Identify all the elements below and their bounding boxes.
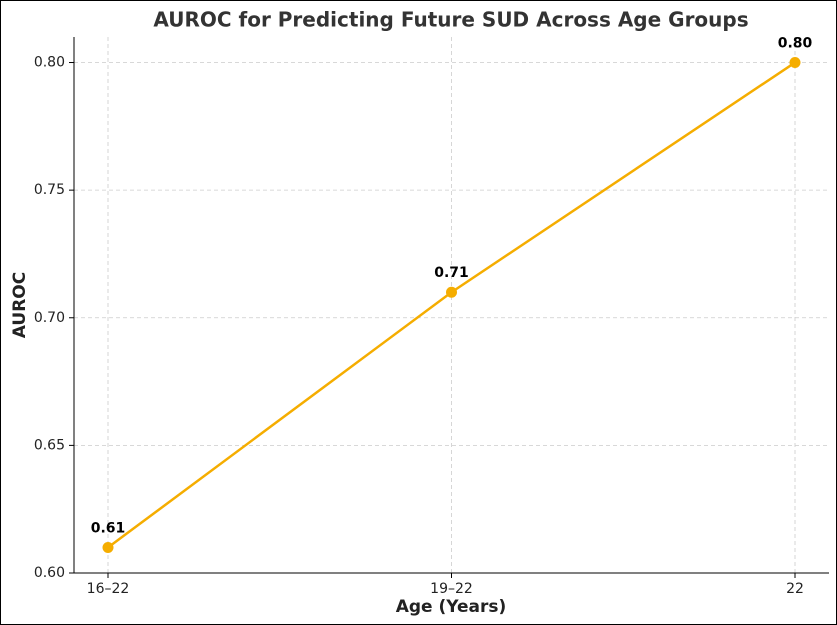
data-label: 0.71 <box>434 265 469 281</box>
point <box>102 541 114 553</box>
chart-title: AUROC for Predicting Future SUD Across A… <box>153 8 748 32</box>
y-tick-label: 0.75 <box>34 182 65 198</box>
data-label: 0.80 <box>778 36 813 52</box>
data-label: 0.61 <box>91 520 126 536</box>
x-tick-label: 22 <box>786 581 804 597</box>
y-tick-label: 0.60 <box>34 565 65 581</box>
y-tick-label: 0.70 <box>34 310 65 326</box>
point <box>446 286 457 298</box>
point <box>789 57 801 69</box>
y-tick-label: 0.65 <box>34 437 65 453</box>
y-tick-label: 0.80 <box>34 55 65 71</box>
x-axis-label: Age (Years) <box>396 597 507 617</box>
x-tick-label: 19–22 <box>430 581 473 597</box>
x-tick-label: 16–22 <box>87 581 130 597</box>
y-axis-label: AUROC <box>10 272 30 338</box>
